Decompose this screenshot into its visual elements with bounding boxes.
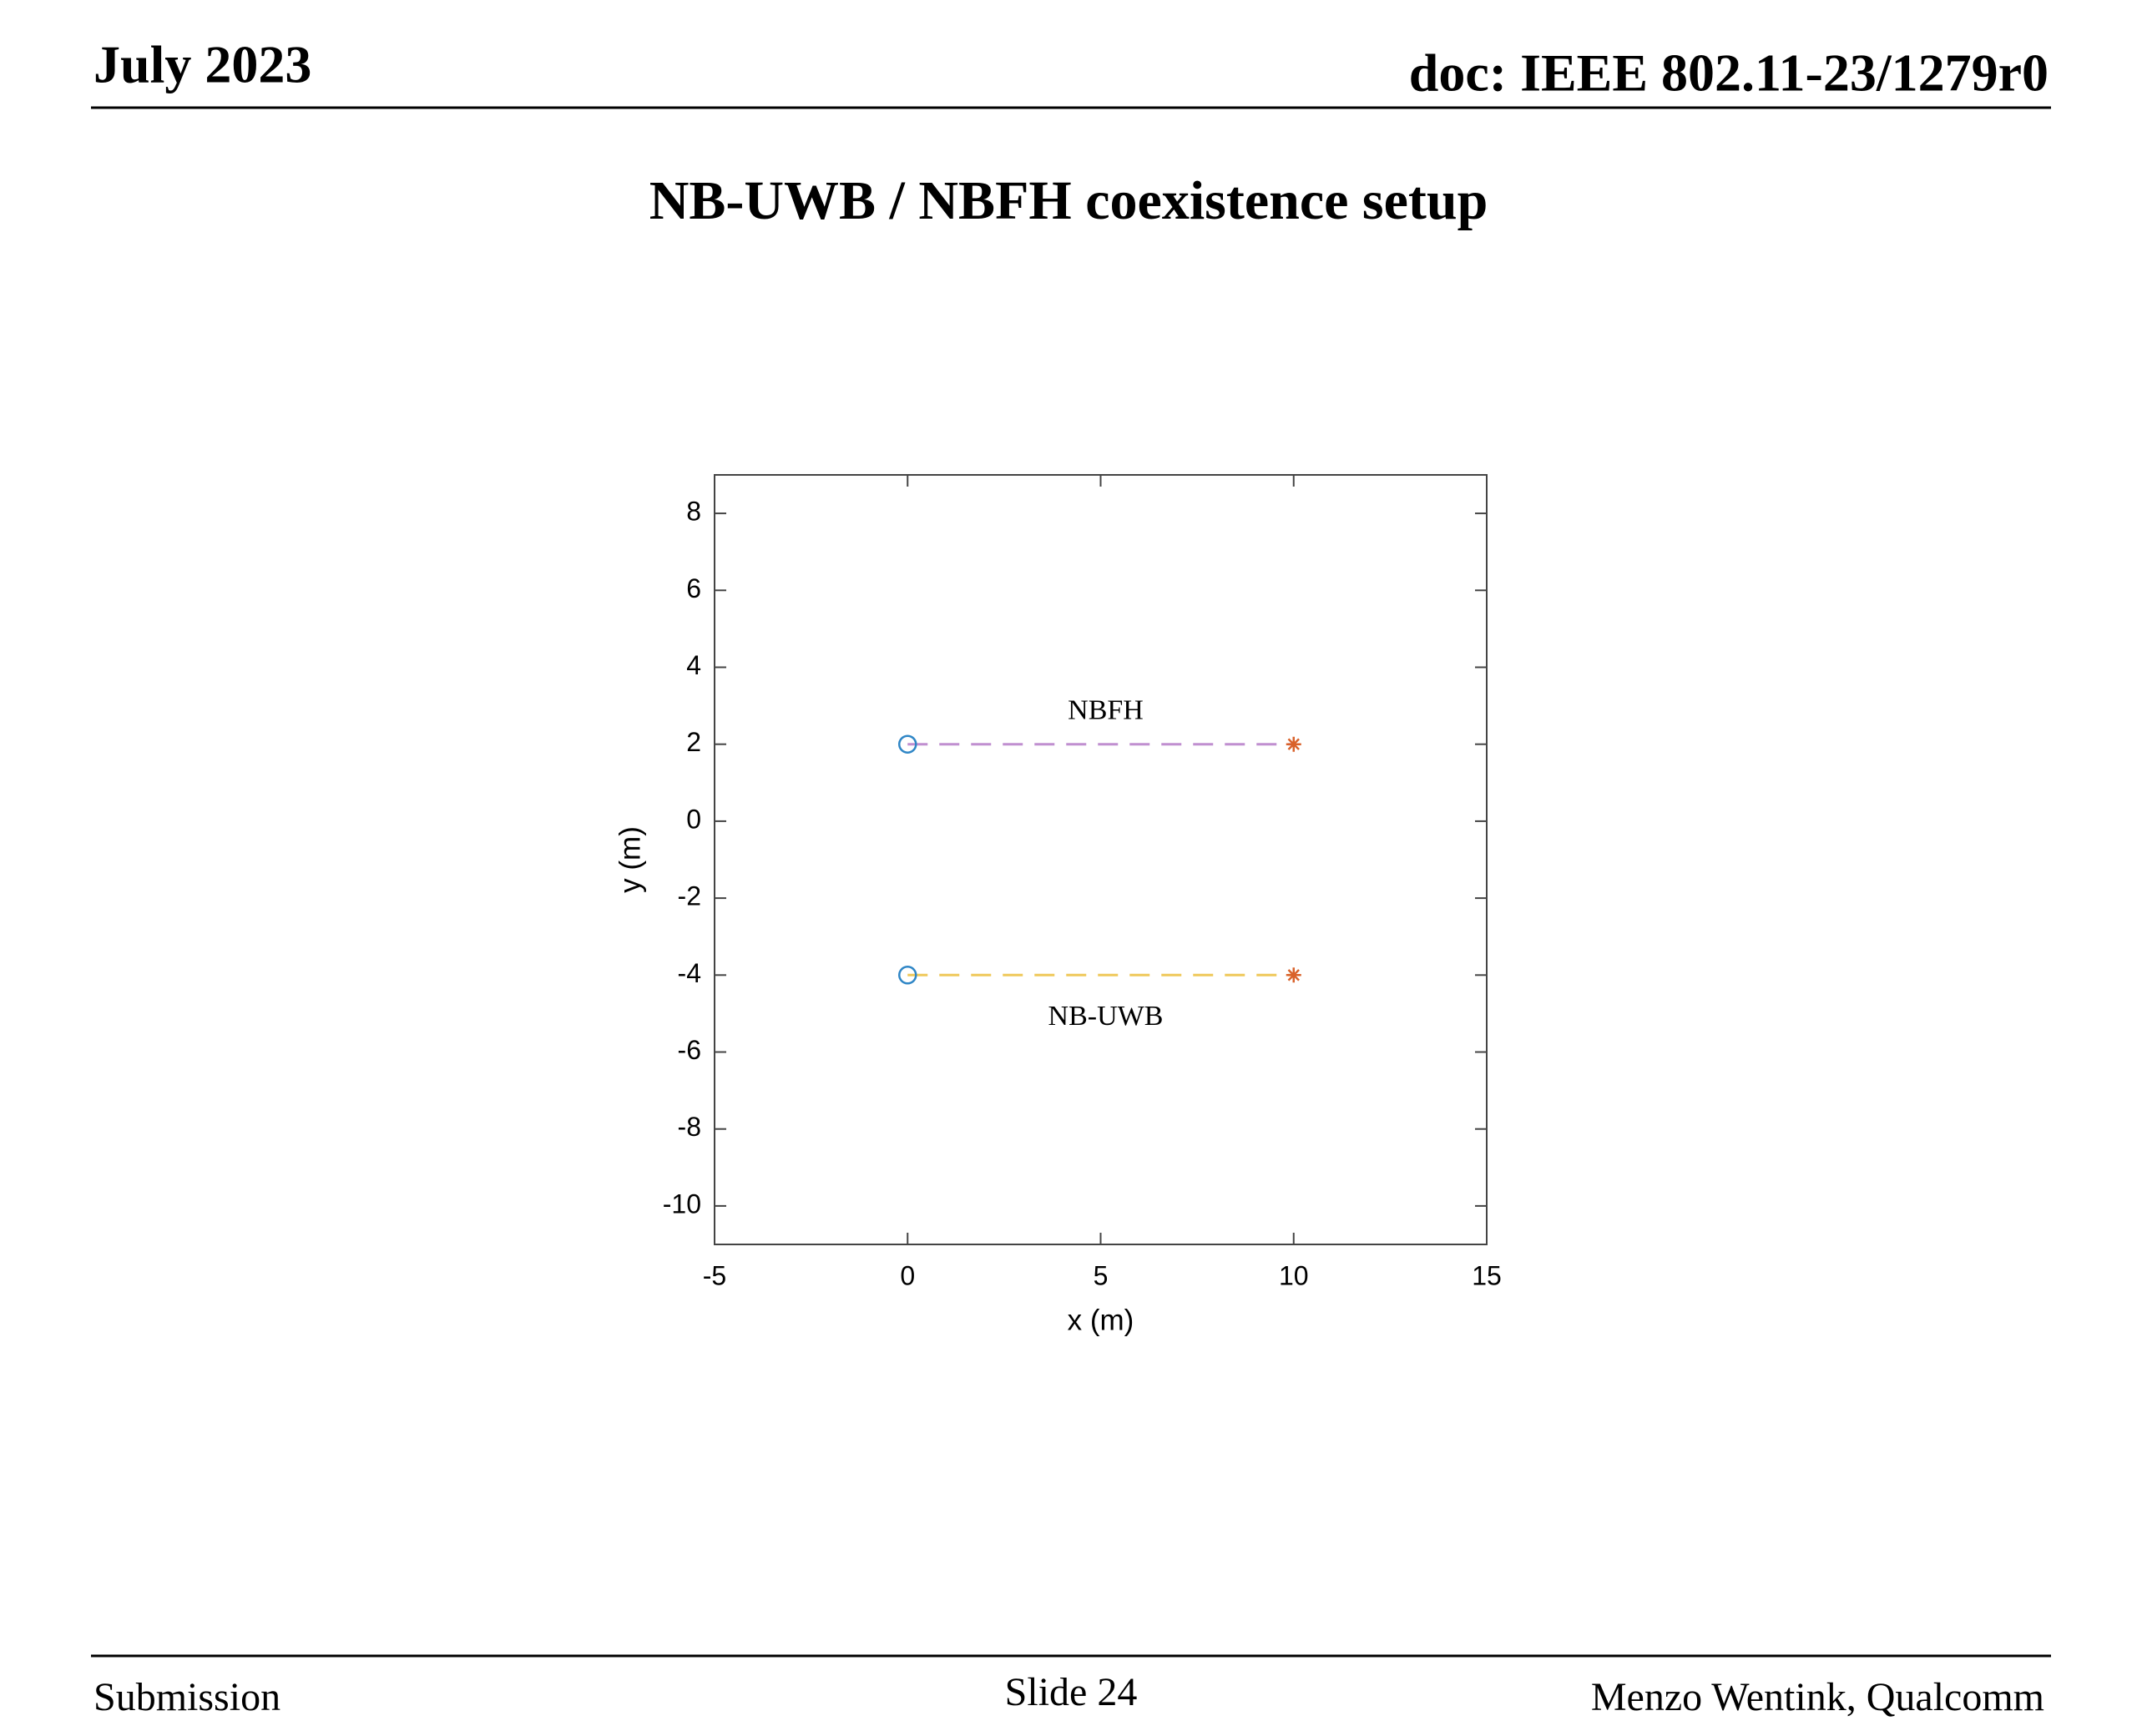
y-tick-label: -10 xyxy=(663,1188,701,1219)
y-tick-label: -6 xyxy=(678,1035,701,1065)
y-tick-label: -8 xyxy=(678,1112,701,1142)
y-tick-label: 8 xyxy=(686,497,701,527)
y-tick-label: 0 xyxy=(686,804,701,834)
x-tick-label: 5 xyxy=(1094,1260,1109,1290)
footer-left: Submission xyxy=(93,1675,280,1719)
plot-box xyxy=(714,474,1488,1245)
series-label: NBFH xyxy=(1068,694,1144,725)
x-tick-label: -5 xyxy=(703,1260,726,1290)
x-axis-label: x (m) xyxy=(1068,1304,1134,1336)
series-label: NB-UWB xyxy=(1048,1001,1164,1032)
end-marker xyxy=(1286,967,1301,983)
header-doc: doc: IEEE 802.11-23/1279r0 xyxy=(1409,43,2049,103)
y-axis-label: y (m) xyxy=(614,826,646,893)
y-tick-label: 6 xyxy=(686,573,701,603)
y-tick-label: -4 xyxy=(678,958,701,988)
y-tick-label: 2 xyxy=(686,727,701,757)
y-tick-label: -2 xyxy=(678,881,701,911)
footer-right: Menzo Wentink, Qualcomm xyxy=(1591,1675,2044,1719)
end-marker xyxy=(1286,736,1301,752)
slide-title: NB-UWB / NBFH coexistence setup xyxy=(649,170,1488,231)
start-marker xyxy=(898,966,917,985)
y-tick-label: 4 xyxy=(686,650,701,680)
x-tick-label: 15 xyxy=(1472,1260,1502,1290)
x-tick-label: 0 xyxy=(900,1260,915,1290)
start-marker xyxy=(898,734,917,754)
x-tick-label: 10 xyxy=(1279,1260,1309,1290)
header-date: July 2023 xyxy=(93,35,311,94)
plot: -5 0 5 10 15 -10 -8 -6 -4 -2 0 2 4 6 8 x (m) y (m) NBFH NB… xyxy=(614,474,1502,1336)
footer-center: Slide 24 xyxy=(1005,1670,1138,1714)
